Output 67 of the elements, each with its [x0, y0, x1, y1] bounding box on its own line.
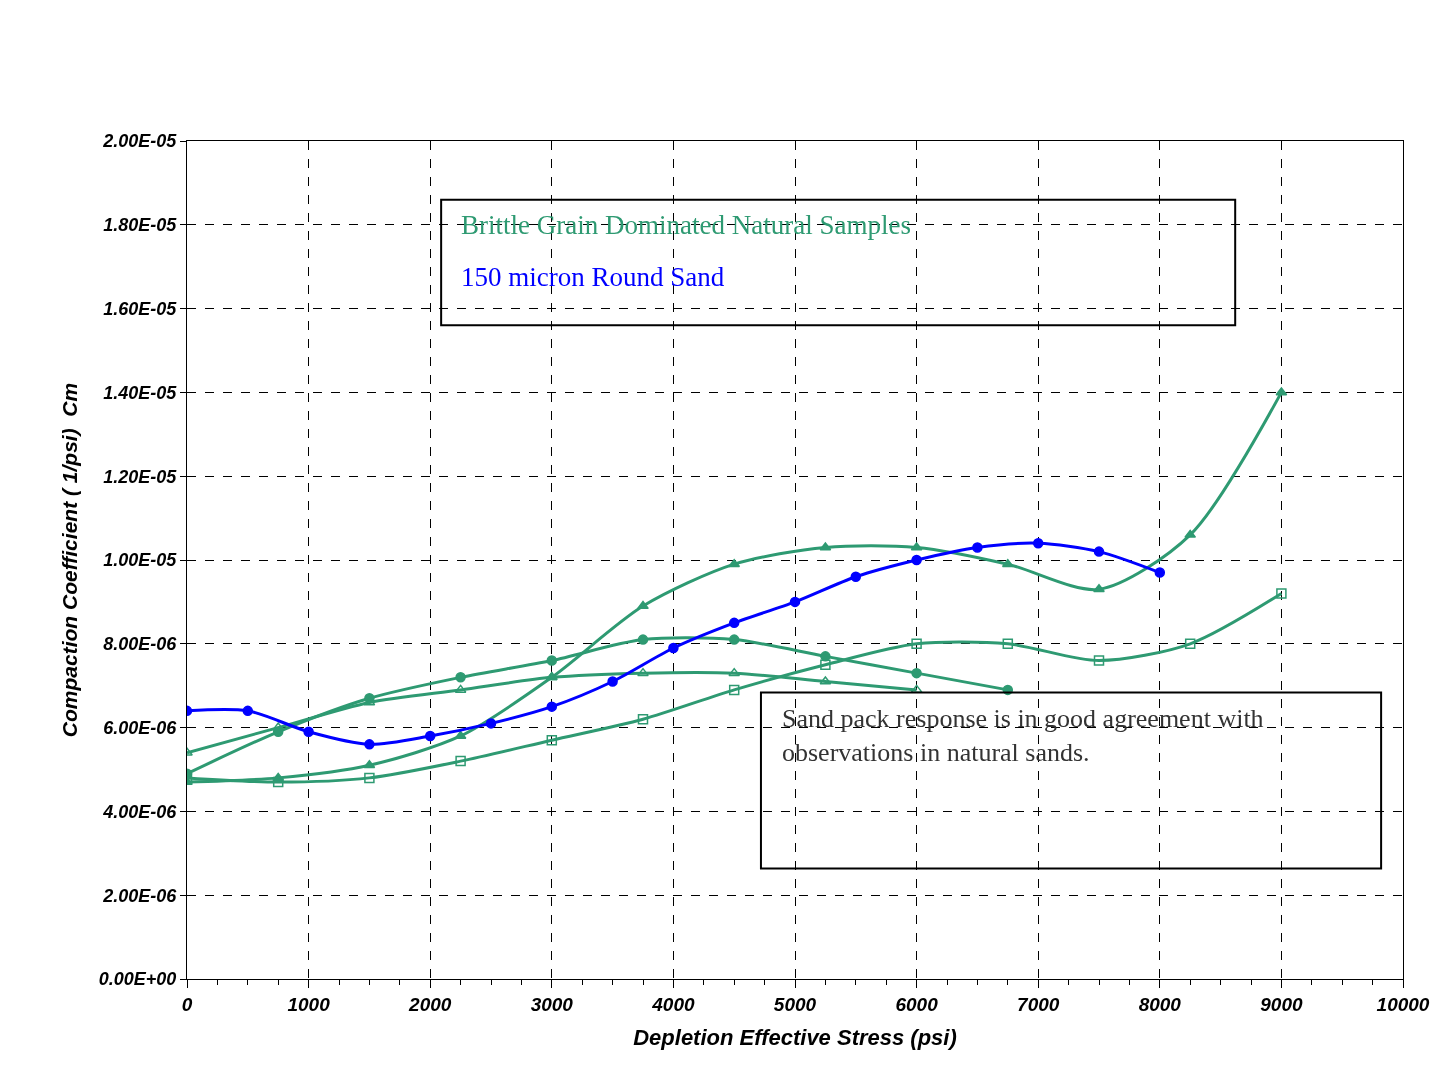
- y-axis-title: Compaction Coefficient ( 1/psi) Cm: [57, 382, 81, 738]
- x-tick-label: 6000: [895, 993, 939, 1015]
- text: 150 micron Round Sand: [461, 262, 725, 292]
- point: [485, 718, 497, 729]
- y-tick-label: 8.00E-06: [103, 634, 178, 655]
- y-tick-label: 2.00E-06: [102, 885, 178, 906]
- point: [728, 667, 741, 677]
- point: [637, 667, 649, 677]
- x-tick-label: 2000: [408, 993, 452, 1015]
- point: [1093, 655, 1105, 666]
- point: [911, 638, 922, 650]
- point: [637, 713, 649, 725]
- y-tick-label: 1.60E-05: [103, 298, 178, 319]
- point: [728, 558, 741, 568]
- point: [850, 571, 862, 583]
- x-axis-title: Depletion Effective Stress (psi): [633, 1024, 957, 1050]
- point: [455, 672, 466, 683]
- point: [1154, 567, 1166, 578]
- point: [546, 701, 558, 712]
- point: [272, 776, 284, 788]
- annotation: Sand pack response is in good agreement with observations in natural sands.: [782, 704, 1264, 767]
- x-tick-label: 1000: [287, 993, 331, 1015]
- x-tick-label: 10000: [1376, 993, 1430, 1015]
- y-tick-label: 1.20E-05: [103, 466, 178, 487]
- point: [728, 684, 740, 696]
- point: [303, 726, 314, 738]
- point: [424, 730, 436, 742]
- point: [1184, 638, 1196, 650]
- point: [546, 734, 558, 746]
- y-tick-label: 2.00E-05: [102, 131, 178, 152]
- point: [1276, 588, 1287, 599]
- point: [1093, 584, 1105, 593]
- point: [728, 634, 740, 645]
- point: [1001, 558, 1014, 568]
- y-tick-label: 1.00E-05: [103, 550, 178, 571]
- point: [607, 676, 618, 687]
- point: [820, 651, 831, 662]
- x-tick-label: 7000: [1017, 993, 1060, 1015]
- point: [637, 634, 649, 645]
- point: [789, 596, 801, 608]
- point: [1002, 638, 1014, 650]
- y-tick-label: 4.00E-06: [102, 801, 178, 822]
- x-tick-label: 8000: [1138, 993, 1182, 1015]
- y-tick-label: 1.40E-05: [103, 382, 178, 403]
- point: [637, 600, 649, 610]
- point: [546, 655, 558, 666]
- x-tick-label: 9000: [1260, 993, 1303, 1015]
- y-tick-label: 0.00E+00: [98, 969, 177, 990]
- point: [668, 642, 679, 654]
- point: [972, 542, 983, 553]
- point: [364, 739, 375, 750]
- y-tick-label: 1.80E-05: [103, 215, 178, 236]
- x-tick-label: 5000: [773, 993, 817, 1015]
- point: [455, 755, 466, 767]
- point: [911, 554, 922, 566]
- point: [364, 772, 375, 784]
- text: Brittle Grain Dominated Natural Samples: [461, 210, 911, 240]
- x-tick-label: 0: [181, 993, 193, 1015]
- x-tick-label: 3000: [530, 993, 574, 1015]
- point: [820, 659, 831, 670]
- point: [242, 705, 254, 717]
- point: [911, 667, 922, 679]
- point: [1032, 537, 1044, 549]
- x-tick-label: 4000: [651, 993, 695, 1015]
- point: [1093, 546, 1105, 557]
- point: [728, 617, 740, 629]
- y-tick-label: 6.00E-06: [103, 717, 178, 738]
